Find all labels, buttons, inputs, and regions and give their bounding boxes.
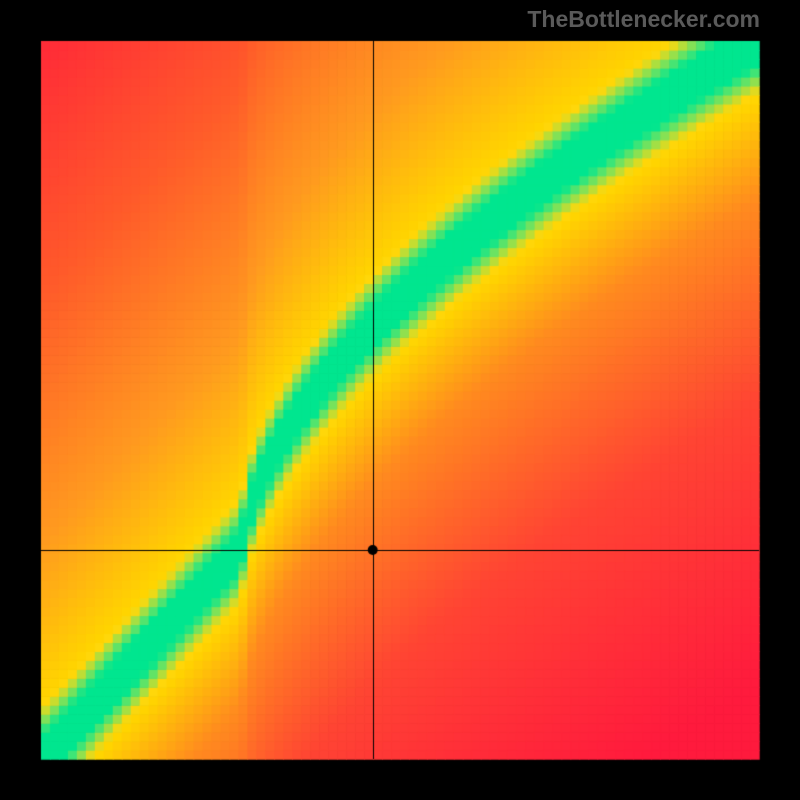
bottleneck-heatmap (0, 0, 800, 800)
chart-container: TheBottlenecker.com (0, 0, 800, 800)
